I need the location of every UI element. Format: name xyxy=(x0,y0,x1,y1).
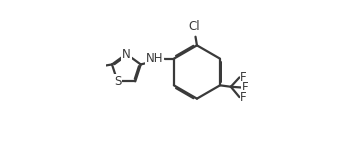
Text: NH: NH xyxy=(146,52,163,65)
Text: F: F xyxy=(242,81,248,94)
Text: F: F xyxy=(240,91,247,104)
Text: S: S xyxy=(114,75,121,88)
Text: N: N xyxy=(122,48,131,60)
Text: F: F xyxy=(240,71,247,84)
Text: Cl: Cl xyxy=(188,20,200,33)
